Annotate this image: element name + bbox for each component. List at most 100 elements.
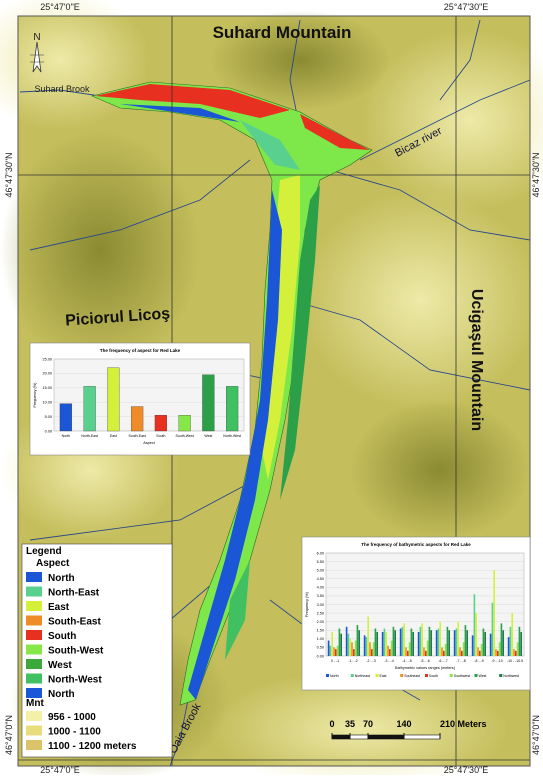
legend-swatch (375, 674, 379, 677)
lake (91, 81, 373, 706)
bar (446, 626, 449, 656)
bar (480, 643, 483, 656)
bar (365, 637, 368, 656)
bar (497, 650, 499, 656)
bar (437, 628, 440, 656)
x-tick-label: South-West (176, 434, 194, 438)
bar (154, 415, 167, 432)
legend-swatch (499, 674, 503, 677)
north-label: N (33, 32, 40, 43)
scale-label: 0 (329, 719, 334, 729)
bar (466, 630, 469, 656)
bar (417, 631, 420, 656)
bar (353, 649, 355, 656)
bar (376, 631, 379, 656)
legend-label: Southwest (454, 674, 470, 678)
bar (327, 640, 330, 656)
legend-label: South-West (48, 646, 104, 657)
legend-label: North (48, 689, 75, 700)
legend-label: South (48, 631, 76, 642)
bar (372, 642, 375, 656)
y-tick-label: 0.00 (45, 429, 52, 433)
legend-label: 956 - 1000 (48, 712, 96, 723)
bar (459, 647, 461, 656)
bar (428, 626, 431, 656)
bar (392, 626, 395, 656)
bar (495, 649, 497, 656)
bar (383, 628, 386, 656)
bar (202, 374, 215, 432)
y-tick-label: 3.00 (317, 603, 324, 607)
legend-swatch (26, 572, 42, 582)
legend-label: Northeast (355, 674, 370, 678)
legend-swatch (26, 673, 42, 684)
bar (347, 633, 350, 656)
bar (511, 613, 514, 656)
y-tick-label: 5.50 (317, 560, 324, 564)
x-axis-label: Bathymetric values ranges (meters) (395, 666, 456, 670)
x-tick-label: -2 - -3 (366, 659, 375, 663)
legend-swatch (26, 644, 42, 655)
map-label: Ucigaşul Mountain (468, 289, 485, 431)
x-tick-label: -5 - -6 (420, 659, 429, 663)
bar (410, 628, 413, 656)
bar (477, 647, 479, 656)
y-axis-label: Frequency (%) (305, 591, 309, 617)
x-tick-label: -4 - -5 (402, 659, 411, 663)
map-label: Suhard Brook (34, 84, 90, 94)
legend: Legend Aspect Mnt North North-East East Sou… (21, 543, 173, 758)
bar (369, 642, 371, 656)
bar (351, 642, 353, 656)
x-tick-label: -10 - -10.5 (507, 659, 523, 663)
scale-label: 70 (363, 719, 373, 729)
bar (226, 386, 239, 432)
bar (178, 415, 191, 432)
bar (430, 630, 433, 656)
x-tick-label: South-East (128, 434, 145, 438)
y-tick-label: 4.00 (317, 586, 324, 590)
legend-swatch (326, 674, 329, 677)
legend-label: West (479, 674, 487, 678)
legend-swatch (474, 674, 478, 677)
bar (59, 403, 72, 432)
y-tick-label: 0.00 (317, 654, 324, 658)
scale-label: 140 (396, 719, 411, 729)
bar (484, 631, 487, 656)
bar (520, 631, 523, 656)
legend-label: West (48, 660, 72, 671)
bar (473, 594, 476, 656)
legend-label: 1100 - 1200 meters (48, 741, 137, 752)
x-tick-label: South (156, 434, 165, 438)
scale-label: 35 (345, 719, 355, 729)
bar (399, 628, 402, 656)
bar (435, 630, 438, 656)
y-tick-label: 1.00 (317, 637, 324, 641)
legend-swatch (26, 688, 42, 698)
legend-label: North (330, 674, 339, 678)
bar (419, 626, 422, 656)
bar (493, 570, 496, 656)
x-tick-label: -6 - -7 (438, 659, 447, 663)
bar (421, 623, 424, 656)
inset-chart: The frequency of aspect for Red Lake 0.00… (29, 342, 251, 456)
legend-label: North (48, 573, 75, 584)
coordinate-label: 46°47'0"N (531, 715, 541, 755)
scale-label: 210 Meters (440, 719, 487, 729)
legend-label: Southeast (404, 674, 420, 678)
bar (374, 628, 377, 656)
bar (381, 631, 384, 656)
legend-swatch (26, 711, 42, 721)
scale-segment (367, 734, 405, 740)
bar (329, 645, 332, 656)
coordinate-label: 25°47'0"E (40, 765, 80, 775)
bar (455, 628, 458, 656)
bar (407, 650, 409, 656)
x-tick-label: 0 - -1 (331, 659, 339, 663)
legend-swatch (26, 740, 42, 750)
plot-area (53, 358, 245, 432)
bar (502, 630, 505, 656)
chart-title: The frequency of bathymetric aspects for… (361, 542, 471, 547)
y-tick-label: 6.00 (317, 551, 324, 555)
scale-bar: 0 35 70 140 210 Meters (329, 719, 487, 740)
legend-swatch (425, 674, 428, 677)
